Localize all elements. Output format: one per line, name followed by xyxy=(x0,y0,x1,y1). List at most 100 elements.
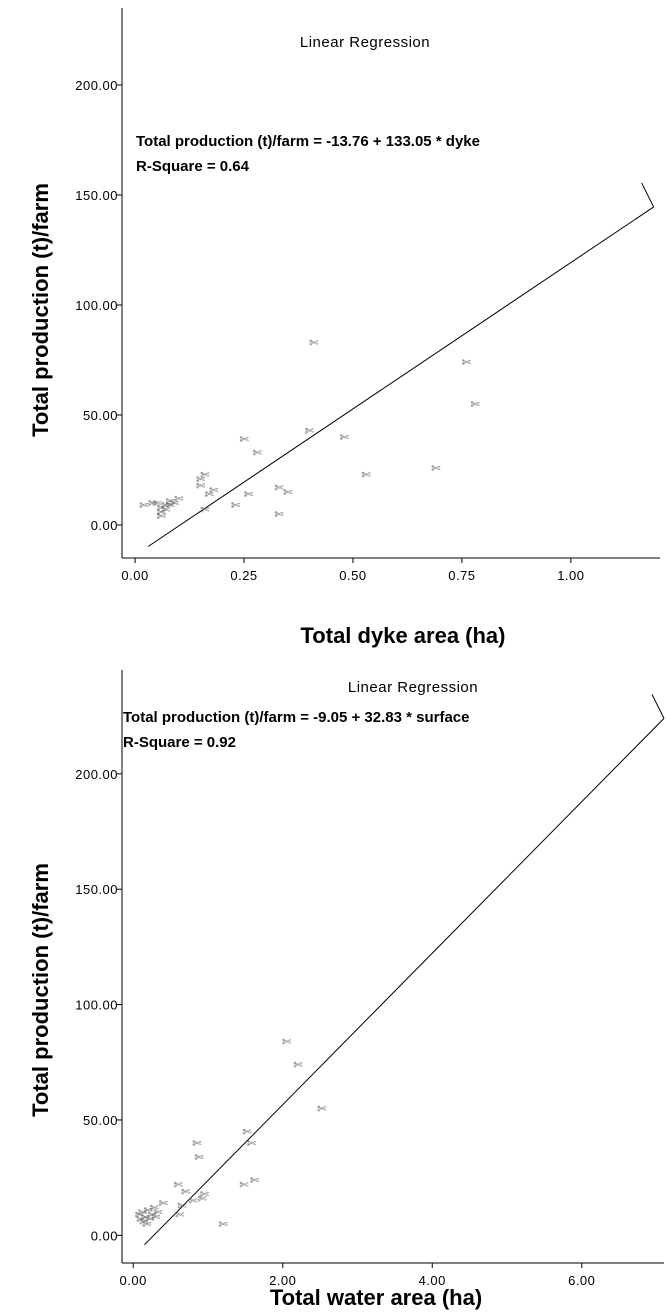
x-tick-label: 0.50 xyxy=(339,568,366,583)
data-point: ✄ xyxy=(200,468,210,481)
data-point: ✄ xyxy=(361,468,371,481)
data-point: ✄ xyxy=(317,1102,327,1115)
data-point: ✄ xyxy=(244,488,254,501)
x-tick-label: 0.00 xyxy=(121,568,148,583)
data-point: ✄ xyxy=(431,462,441,475)
data-point: ✄ xyxy=(239,433,249,446)
data-point: ✄ xyxy=(462,356,472,369)
x-ticks: 0.00 0.25 0.50 0.75 1.00 xyxy=(121,558,584,583)
r-square-label: R-Square = 0.92 xyxy=(123,734,236,751)
data-points: ✄ ✄✄✄✄✄✄✄✄✄✄✄✄✄✄✄✄✄✄✄✄✄✄✄✄✄✄✄✄✄✄✄ xyxy=(139,336,480,523)
data-point: ✄ xyxy=(174,493,184,506)
x-tick-label: 6.00 xyxy=(568,1273,595,1288)
x-tick-label: 2.00 xyxy=(269,1273,296,1288)
data-point: ✄ xyxy=(157,506,167,519)
data-point: ✄ xyxy=(152,497,162,510)
y-tick-label: 200.00 xyxy=(75,767,118,782)
data-point: ✄ xyxy=(145,1213,155,1226)
fit-line-endcap xyxy=(641,182,655,208)
data-point: ✄ xyxy=(250,1174,260,1187)
y-tick-label: 100.00 xyxy=(75,298,118,313)
y-ticks: 0.00 50.00 100.00 150.00 200.00 xyxy=(75,767,122,1243)
water-regression-chart: Linear Regression Total production (t)/f… xyxy=(28,670,665,1310)
data-point: ✄ xyxy=(209,484,219,497)
data-point: ✄ xyxy=(200,504,210,517)
data-point: ✄ xyxy=(150,1202,160,1215)
data-point: ✄ xyxy=(144,1204,154,1217)
fit-line-endcap xyxy=(651,694,665,719)
data-point: ✄ xyxy=(181,1185,191,1198)
regression-fit-line xyxy=(144,718,665,1246)
x-tick-label: 0.25 xyxy=(230,568,257,583)
regression-equation: Total production (t)/farm = -13.76 + 133… xyxy=(136,133,480,150)
data-point: ✄ xyxy=(147,1209,157,1222)
data-point: ✄ xyxy=(305,424,315,437)
data-point: ✄ xyxy=(141,1211,151,1224)
y-tick-label: 50.00 xyxy=(83,408,118,423)
x-tick-label: 0.75 xyxy=(448,568,475,583)
y-tick-label: 0.00 xyxy=(91,518,118,533)
data-point: ✄ xyxy=(142,1218,152,1231)
data-point: ✄ xyxy=(194,1151,204,1164)
data-point: ✄ xyxy=(177,1199,187,1212)
data-point: ✄ xyxy=(165,495,175,508)
data-point: ✄ xyxy=(282,1035,292,1048)
chart-title: Linear Regression xyxy=(348,679,478,696)
y-ticks: 0.00 50.00 100.00 150.00 200.00 xyxy=(75,78,122,533)
data-point: ✄ xyxy=(138,1206,148,1219)
dyke-regression-chart: Linear Regression Total production (t)/f… xyxy=(28,8,660,648)
y-tick-label: 150.00 xyxy=(75,188,118,203)
data-point: ✄ xyxy=(151,1211,161,1224)
data-point: ✄ xyxy=(239,1179,249,1192)
x-axis-label: Total water area (ha) xyxy=(270,1285,482,1310)
data-point: ✄ xyxy=(309,336,319,349)
data-point: ✄ xyxy=(139,499,149,512)
data-point: ✄ xyxy=(148,497,158,510)
x-tick-label: 4.00 xyxy=(419,1273,446,1288)
data-point: ✄ xyxy=(157,510,167,523)
data-point: ✄ xyxy=(293,1059,303,1072)
data-point: ✄ xyxy=(274,482,284,495)
data-point: ✄ xyxy=(197,1192,207,1205)
data-point: ✄ xyxy=(173,1179,183,1192)
y-tick-label: 150.00 xyxy=(75,882,118,897)
fit-line-group xyxy=(147,182,655,547)
data-point: ✄ xyxy=(161,504,171,517)
data-point: ✄ xyxy=(135,1209,145,1222)
fit-line-group xyxy=(144,694,665,1246)
data-point: ✄ xyxy=(231,499,241,512)
data-point: ✄ xyxy=(274,508,284,521)
regression-equation: Total production (t)/farm = -9.05 + 32.8… xyxy=(123,709,470,726)
data-point: ✄ xyxy=(175,1209,185,1222)
data-point: ✄ xyxy=(252,446,262,459)
r-square-label: R-Square = 0.64 xyxy=(136,158,250,175)
data-point: ✄ xyxy=(153,1206,163,1219)
y-tick-label: 200.00 xyxy=(75,78,118,93)
data-point: ✄ xyxy=(283,486,293,499)
data-point: ✄ xyxy=(470,398,480,411)
data-points: ✄✄✄✄✄✄✄✄✄✄✄✄✄✄✄✄✄✄✄✄✄✄✄✄✄✄✄✄✄✄ xyxy=(135,1035,327,1230)
data-point: ✄ xyxy=(218,1218,228,1231)
y-axis-label: Total production (t)/farm xyxy=(28,863,53,1117)
y-axis-label: Total production (t)/farm xyxy=(28,183,53,437)
data-point: ✄ xyxy=(136,1213,146,1226)
data-point: ✄ xyxy=(205,488,215,501)
data-point: ✄ xyxy=(161,499,171,512)
data-point: ✄ xyxy=(196,473,206,486)
data-point: ✄ xyxy=(139,1215,149,1228)
data-point: ✄ xyxy=(192,1137,202,1150)
y-tick-label: 50.00 xyxy=(83,1113,118,1128)
data-point: ✄ xyxy=(170,497,180,510)
data-point: ✄ xyxy=(188,1195,198,1208)
data-point: ✄ xyxy=(200,1188,210,1201)
chart-title: Linear Regression xyxy=(300,34,430,51)
x-ticks: 0.00 2.00 4.00 6.00 xyxy=(120,1263,595,1288)
data-point: ✄ xyxy=(165,499,175,512)
data-point: ✄ xyxy=(159,1197,169,1210)
x-tick-label: 1.00 xyxy=(557,568,584,583)
x-axis-label: Total dyke area (ha) xyxy=(301,623,506,648)
data-point: ✄ xyxy=(247,1137,257,1150)
x-tick-label: 0.00 xyxy=(120,1273,147,1288)
y-tick-label: 0.00 xyxy=(91,1228,118,1243)
